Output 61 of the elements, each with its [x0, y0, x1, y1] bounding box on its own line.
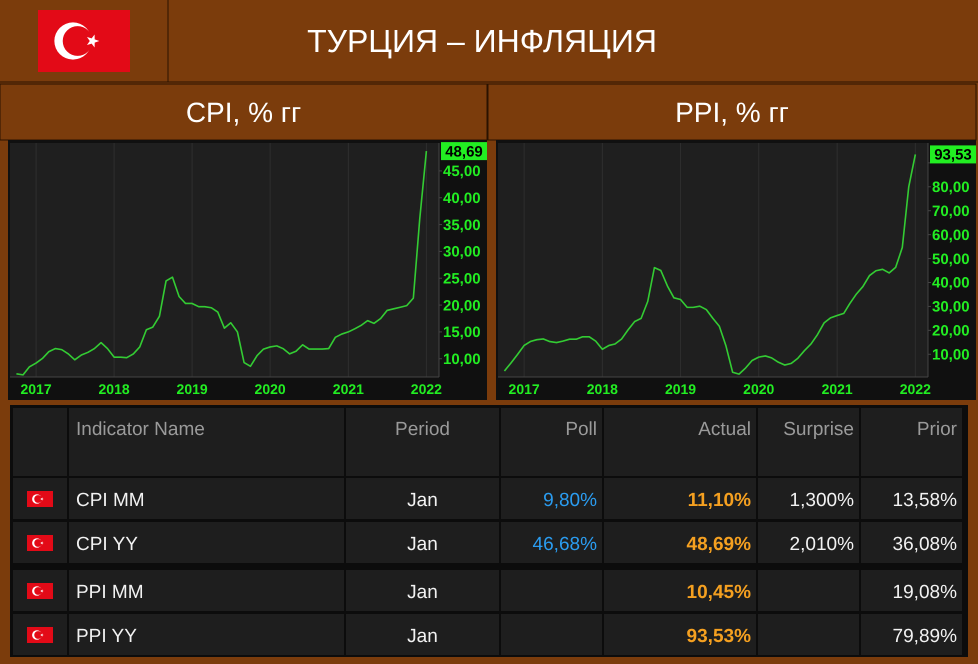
text: 10,45%: [686, 582, 751, 603]
text: CPI MM: [76, 490, 145, 511]
x-tick-label: 2017: [508, 381, 540, 397]
text: 48,69%: [686, 534, 751, 555]
y-tick-label: 25,00: [443, 270, 481, 288]
category-label: Prior: [916, 419, 958, 440]
x-tick-label: 2022: [900, 381, 932, 397]
text: 2,010%: [790, 534, 854, 555]
category-label: Indicator Name: [76, 419, 205, 440]
y-tick-label: 30,00: [443, 244, 481, 261]
x-tick-label: 2021: [822, 381, 853, 397]
text: 93,53%: [686, 626, 751, 647]
x-tick-label: 2020: [254, 381, 286, 397]
data-label: 48,69: [445, 143, 483, 160]
y-tick-label: 50,00: [932, 250, 970, 268]
x-tick-label: 2017: [20, 381, 52, 397]
x-tick-label: 2020: [743, 381, 775, 397]
text: CPI YY: [76, 534, 138, 555]
y-tick-label: 40,00: [443, 190, 481, 207]
x-tick-label: 2022: [410, 381, 442, 397]
y-tick-label: 20,00: [443, 297, 481, 314]
text: Jan: [407, 490, 438, 511]
chart-title: CPI, % гг: [186, 97, 302, 128]
chart-title: PPI, % гг: [675, 97, 789, 128]
y-tick-label: 40,00: [932, 274, 970, 292]
x-tick-label: 2021: [332, 381, 364, 397]
x-tick-label: 2019: [176, 381, 208, 397]
line-series: [504, 154, 916, 375]
y-tick-label: 20,00: [932, 322, 970, 340]
line-series: [16, 150, 428, 376]
text: ТУРЦИЯ – ИНФЛЯЦИЯ: [307, 23, 657, 59]
x-tick-label: 2019: [664, 381, 696, 397]
text: 46,68%: [532, 534, 597, 555]
text: 1,300%: [790, 490, 854, 511]
text: PPI YY: [76, 626, 137, 647]
y-tick-label: 10,00: [443, 351, 481, 368]
x-tick-label: 2018: [586, 381, 618, 397]
text: 13,58%: [892, 490, 957, 511]
text: PPI MM: [76, 582, 144, 603]
text: 19,08%: [892, 582, 957, 603]
text: Jan: [407, 534, 438, 555]
category-label: Surprise: [783, 419, 854, 440]
text: Jan: [407, 626, 438, 647]
text: 79,89%: [892, 626, 957, 647]
y-tick-label: 80,00: [932, 179, 970, 196]
y-tick-label: 10,00: [932, 346, 970, 364]
y-tick-label: 15,00: [443, 324, 481, 342]
category-label: Actual: [698, 419, 751, 440]
category-label: Period: [395, 419, 450, 440]
text: 36,08%: [892, 534, 957, 555]
x-tick-label: 2018: [98, 381, 130, 397]
y-tick-label: 45,00: [443, 163, 481, 180]
text: 9,80%: [543, 490, 597, 511]
y-tick-label: 35,00: [443, 216, 481, 234]
y-tick-label: 70,00: [932, 202, 970, 220]
text: 11,10%: [688, 490, 751, 511]
y-tick-label: 30,00: [932, 298, 970, 316]
category-label: Poll: [565, 419, 597, 440]
data-label: 93,53: [934, 146, 972, 164]
y-tick-label: 60,00: [932, 226, 970, 244]
text: Jan: [407, 582, 438, 603]
